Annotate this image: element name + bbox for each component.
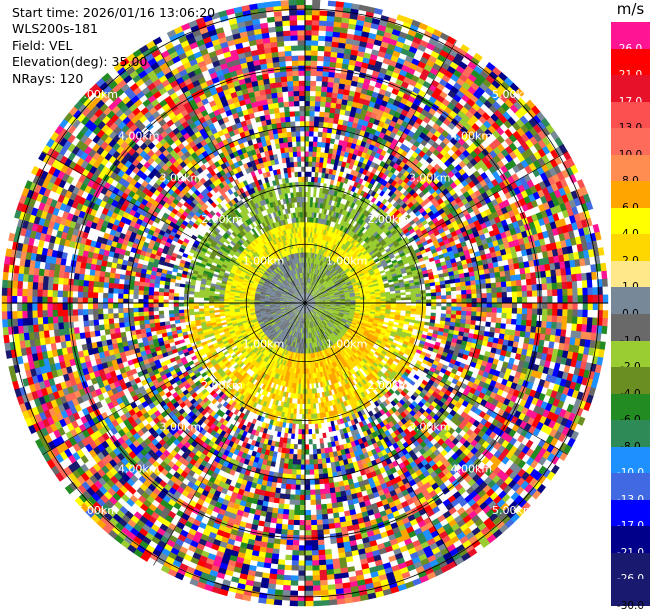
velocity-gate bbox=[297, 586, 306, 591]
velocity-gate bbox=[557, 302, 562, 310]
velocity-gate bbox=[532, 303, 537, 310]
velocity-gate bbox=[310, 500, 316, 506]
velocity-gate bbox=[305, 505, 311, 510]
velocity-gate bbox=[517, 303, 522, 310]
velocity-gate bbox=[305, 495, 311, 500]
velocity-gate bbox=[527, 303, 532, 310]
velocity-gate bbox=[297, 581, 306, 586]
velocity-gate bbox=[299, 525, 306, 530]
velocity-gate bbox=[547, 303, 552, 310]
velocity-gate bbox=[304, 586, 313, 591]
velocity-gate bbox=[309, 485, 315, 491]
velocity-gate bbox=[304, 591, 313, 596]
velocity-gate bbox=[512, 303, 517, 309]
velocity-gate bbox=[311, 560, 319, 566]
velocity-gate bbox=[312, 580, 321, 586]
velocity-gate bbox=[312, 601, 321, 607]
velocity-gate bbox=[311, 540, 318, 546]
velocity-gate bbox=[305, 520, 312, 525]
velocity-gate bbox=[299, 520, 306, 525]
velocity-gate bbox=[552, 302, 557, 310]
velocity-gate bbox=[297, 591, 306, 596]
velocity-gate bbox=[311, 565, 319, 571]
velocity-gate bbox=[304, 581, 313, 586]
velocity-gate bbox=[304, 550, 312, 555]
velocity-gate bbox=[304, 555, 312, 560]
velocity-gate bbox=[296, 601, 305, 606]
velocity-gate bbox=[311, 570, 319, 576]
velocity-gate bbox=[311, 550, 319, 556]
velocity-gate bbox=[297, 571, 305, 576]
velocity-gate bbox=[310, 505, 316, 511]
velocity-gate bbox=[310, 515, 317, 521]
velocity-gate bbox=[562, 302, 567, 310]
velocity-gate bbox=[298, 555, 306, 560]
velocity-gate bbox=[310, 495, 316, 501]
velocity-gate bbox=[310, 510, 317, 516]
velocity-gate bbox=[305, 515, 312, 520]
velocity-gate bbox=[309, 469, 314, 475]
velocity-gate bbox=[305, 530, 312, 535]
velocity-gate bbox=[309, 459, 314, 465]
velocity-gate bbox=[304, 571, 312, 576]
velocity-gate bbox=[298, 545, 305, 550]
velocity-gate bbox=[583, 302, 588, 311]
velocity-gate bbox=[304, 566, 312, 571]
velocity-gate bbox=[299, 515, 306, 520]
velocity-gate bbox=[305, 545, 312, 550]
velocity-gate bbox=[312, 590, 321, 596]
velocity-gate bbox=[311, 555, 319, 561]
velocity-gate bbox=[305, 510, 311, 515]
velocity-gate bbox=[305, 525, 312, 530]
velocity-gate bbox=[522, 303, 527, 310]
velocity-gate bbox=[298, 550, 306, 555]
velocity-gate bbox=[304, 601, 313, 606]
velocity-gate bbox=[568, 302, 573, 310]
velocity-gate bbox=[305, 540, 312, 545]
velocity-gate bbox=[309, 464, 314, 470]
velocity-gate bbox=[299, 510, 305, 515]
velocity-gate bbox=[588, 302, 593, 311]
velocity-gate bbox=[304, 560, 312, 565]
velocity-gate bbox=[298, 540, 305, 545]
velocity-gate bbox=[297, 566, 305, 571]
velocity-gate bbox=[603, 302, 608, 311]
velocity-gate bbox=[573, 302, 578, 310]
velocity-gate bbox=[309, 479, 315, 485]
velocity-gate bbox=[312, 575, 321, 581]
velocity-gate bbox=[298, 530, 305, 535]
velocity-gate bbox=[310, 490, 316, 496]
velocity-gate bbox=[305, 500, 311, 505]
velocity-gate bbox=[311, 545, 319, 551]
velocity-gate bbox=[312, 585, 321, 591]
velocity-gate bbox=[297, 576, 305, 581]
velocity-gate bbox=[310, 525, 317, 531]
velocity-gate bbox=[578, 302, 583, 310]
velocity-gate bbox=[310, 520, 317, 526]
velocity-gate bbox=[310, 530, 317, 536]
velocity-gate bbox=[304, 576, 312, 581]
velocity-gate bbox=[593, 302, 598, 311]
velocity-gate bbox=[542, 303, 547, 310]
velocity-gate bbox=[298, 560, 306, 565]
